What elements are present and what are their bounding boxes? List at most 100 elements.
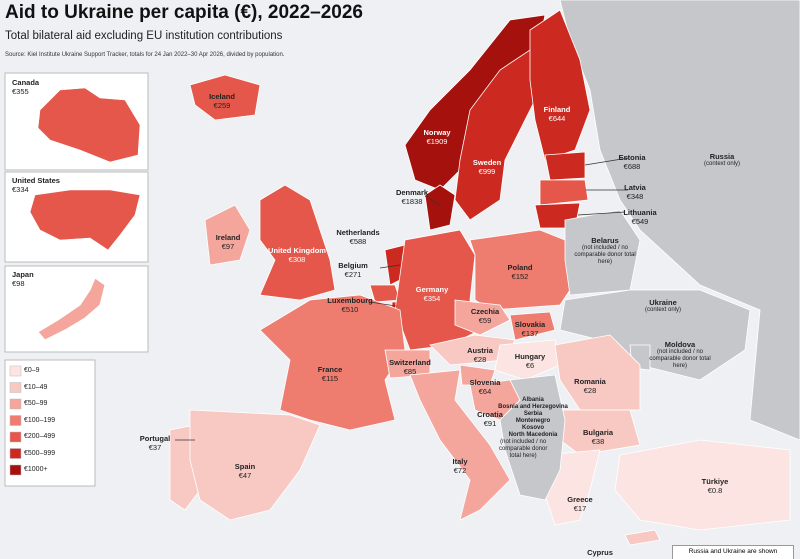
country-value: €72 (453, 466, 467, 475)
country-label: Croatia €91 (477, 410, 503, 428)
country-label: Denmark €1838 (396, 188, 428, 206)
country-shape (494, 339, 561, 381)
country-value: €97 (221, 242, 235, 251)
country-name: Russia (709, 152, 735, 161)
legend-swatch (9, 365, 22, 377)
country-label: Türkiye €0.8 (702, 477, 729, 495)
country-value: €17 (573, 504, 587, 513)
country-value: €999 (478, 167, 496, 176)
inset-value: €334 (12, 185, 29, 194)
us-shape (29, 189, 141, 251)
country-value: (not included / no comparable donor tota… (649, 349, 711, 369)
country-name: Germany (415, 285, 449, 294)
country-value: €1909 (426, 137, 448, 146)
country-value: €6 (525, 361, 535, 370)
legend-label: €1000+ (24, 466, 48, 473)
country-name: Finland (543, 105, 571, 114)
country-label: Italy €72 (452, 457, 467, 475)
country-shape (554, 334, 641, 411)
country-name: Poland (507, 263, 533, 272)
country-shape (259, 184, 336, 301)
country-shape (204, 204, 251, 266)
legend-swatch (9, 382, 22, 393)
country-label: Belgium €271 (338, 261, 368, 279)
country-shape (409, 369, 511, 521)
country-name: Portugal (139, 434, 171, 443)
country-value: (context only) (703, 161, 740, 167)
country-shape (454, 299, 511, 336)
country-name: Slovenia (469, 378, 501, 387)
inset-name: Japan (12, 270, 34, 279)
country-name: Türkiye (701, 477, 729, 486)
country-label: Estonia €688 (618, 153, 645, 171)
country-value: €588 (349, 237, 367, 246)
country-value: €510 (341, 305, 359, 314)
country-shape (559, 289, 751, 381)
country-value: €259 (213, 101, 231, 110)
source: Source: Kiel Institute Ukraine Support T… (5, 52, 285, 58)
country-label: Romania €28 (574, 377, 606, 395)
country-label: Moldova (not included / no comparable don… (649, 340, 711, 370)
country-name: Greece (567, 495, 593, 504)
country-name: Belarus (591, 236, 619, 245)
leader-line (379, 264, 401, 269)
country-value: €354 (423, 294, 441, 303)
country-value: €47 (238, 471, 252, 480)
country-value: €549 (631, 217, 649, 226)
country-shape (544, 151, 586, 181)
country-name: Slovakia (514, 320, 546, 329)
country-label: United Kingdom €308 (268, 246, 326, 264)
country-name: Norway (423, 128, 451, 137)
balkans-note: (not included / no comparable donor tota… (498, 439, 548, 459)
country-name: Belgium (338, 261, 368, 270)
country-label: Poland €152 (507, 263, 532, 281)
balkans-label: Albania Bosnia and Herzegovina Serbia Monte… (498, 397, 568, 460)
legend-label: €500–999 (24, 449, 56, 457)
balkan-name: North Macedonia (508, 432, 558, 438)
country-shape (499, 374, 566, 501)
inset-value: €355 (12, 87, 29, 96)
inset-label: Canada €355 (12, 78, 39, 96)
legend-label: €200–499 (24, 433, 56, 440)
country-value: (context only) (644, 307, 681, 313)
country-label: Netherlands €588 (336, 228, 379, 246)
country-value: €28 (473, 355, 487, 364)
country-name: France (317, 365, 343, 374)
country-shape (539, 179, 589, 206)
legend-label: €50–99 (24, 400, 48, 407)
country-value: €348 (626, 192, 644, 201)
country-value: €137 (521, 329, 539, 338)
country-label: Iceland €259 (209, 92, 235, 110)
country-shape (369, 284, 401, 303)
country-name: Cyprus (587, 548, 613, 557)
country-label: Lithuania €549 (623, 208, 656, 226)
legend-swatch (9, 415, 22, 426)
country-shape (614, 439, 791, 531)
country-label: Slovenia €64 (470, 378, 501, 396)
country-name: Latvia (624, 183, 646, 192)
country-value: (not included / no comparable donor tota… (574, 245, 636, 265)
country-value: €37 (148, 443, 162, 452)
country-shape (189, 74, 261, 121)
country-label: Germany €354 (416, 285, 449, 303)
country-name: Ukraine (649, 298, 677, 307)
country-label: Luxembourg €510 (327, 296, 372, 314)
country-name: Bulgaria (582, 428, 614, 437)
country-name: Luxembourg (327, 296, 373, 305)
country-label: Switzerland €85 (389, 358, 431, 376)
canada-shape (37, 87, 141, 163)
country-value: €38 (591, 437, 605, 446)
country-name: Moldova (664, 340, 696, 349)
country-label: Cyprus (587, 548, 613, 557)
country-value: €644 (548, 114, 566, 123)
country-name: Spain (234, 462, 256, 471)
country-value: €0.8 (707, 486, 723, 495)
country-value: €308 (288, 255, 306, 264)
country-shape (529, 9, 591, 161)
country-name: Lithuania (623, 208, 657, 217)
country-label: Greece €17 (567, 495, 592, 513)
country-name: Iceland (209, 92, 235, 101)
country-name: Czechia (470, 307, 500, 316)
subtitle: Total bilateral aid excluding EU institu… (5, 30, 283, 42)
